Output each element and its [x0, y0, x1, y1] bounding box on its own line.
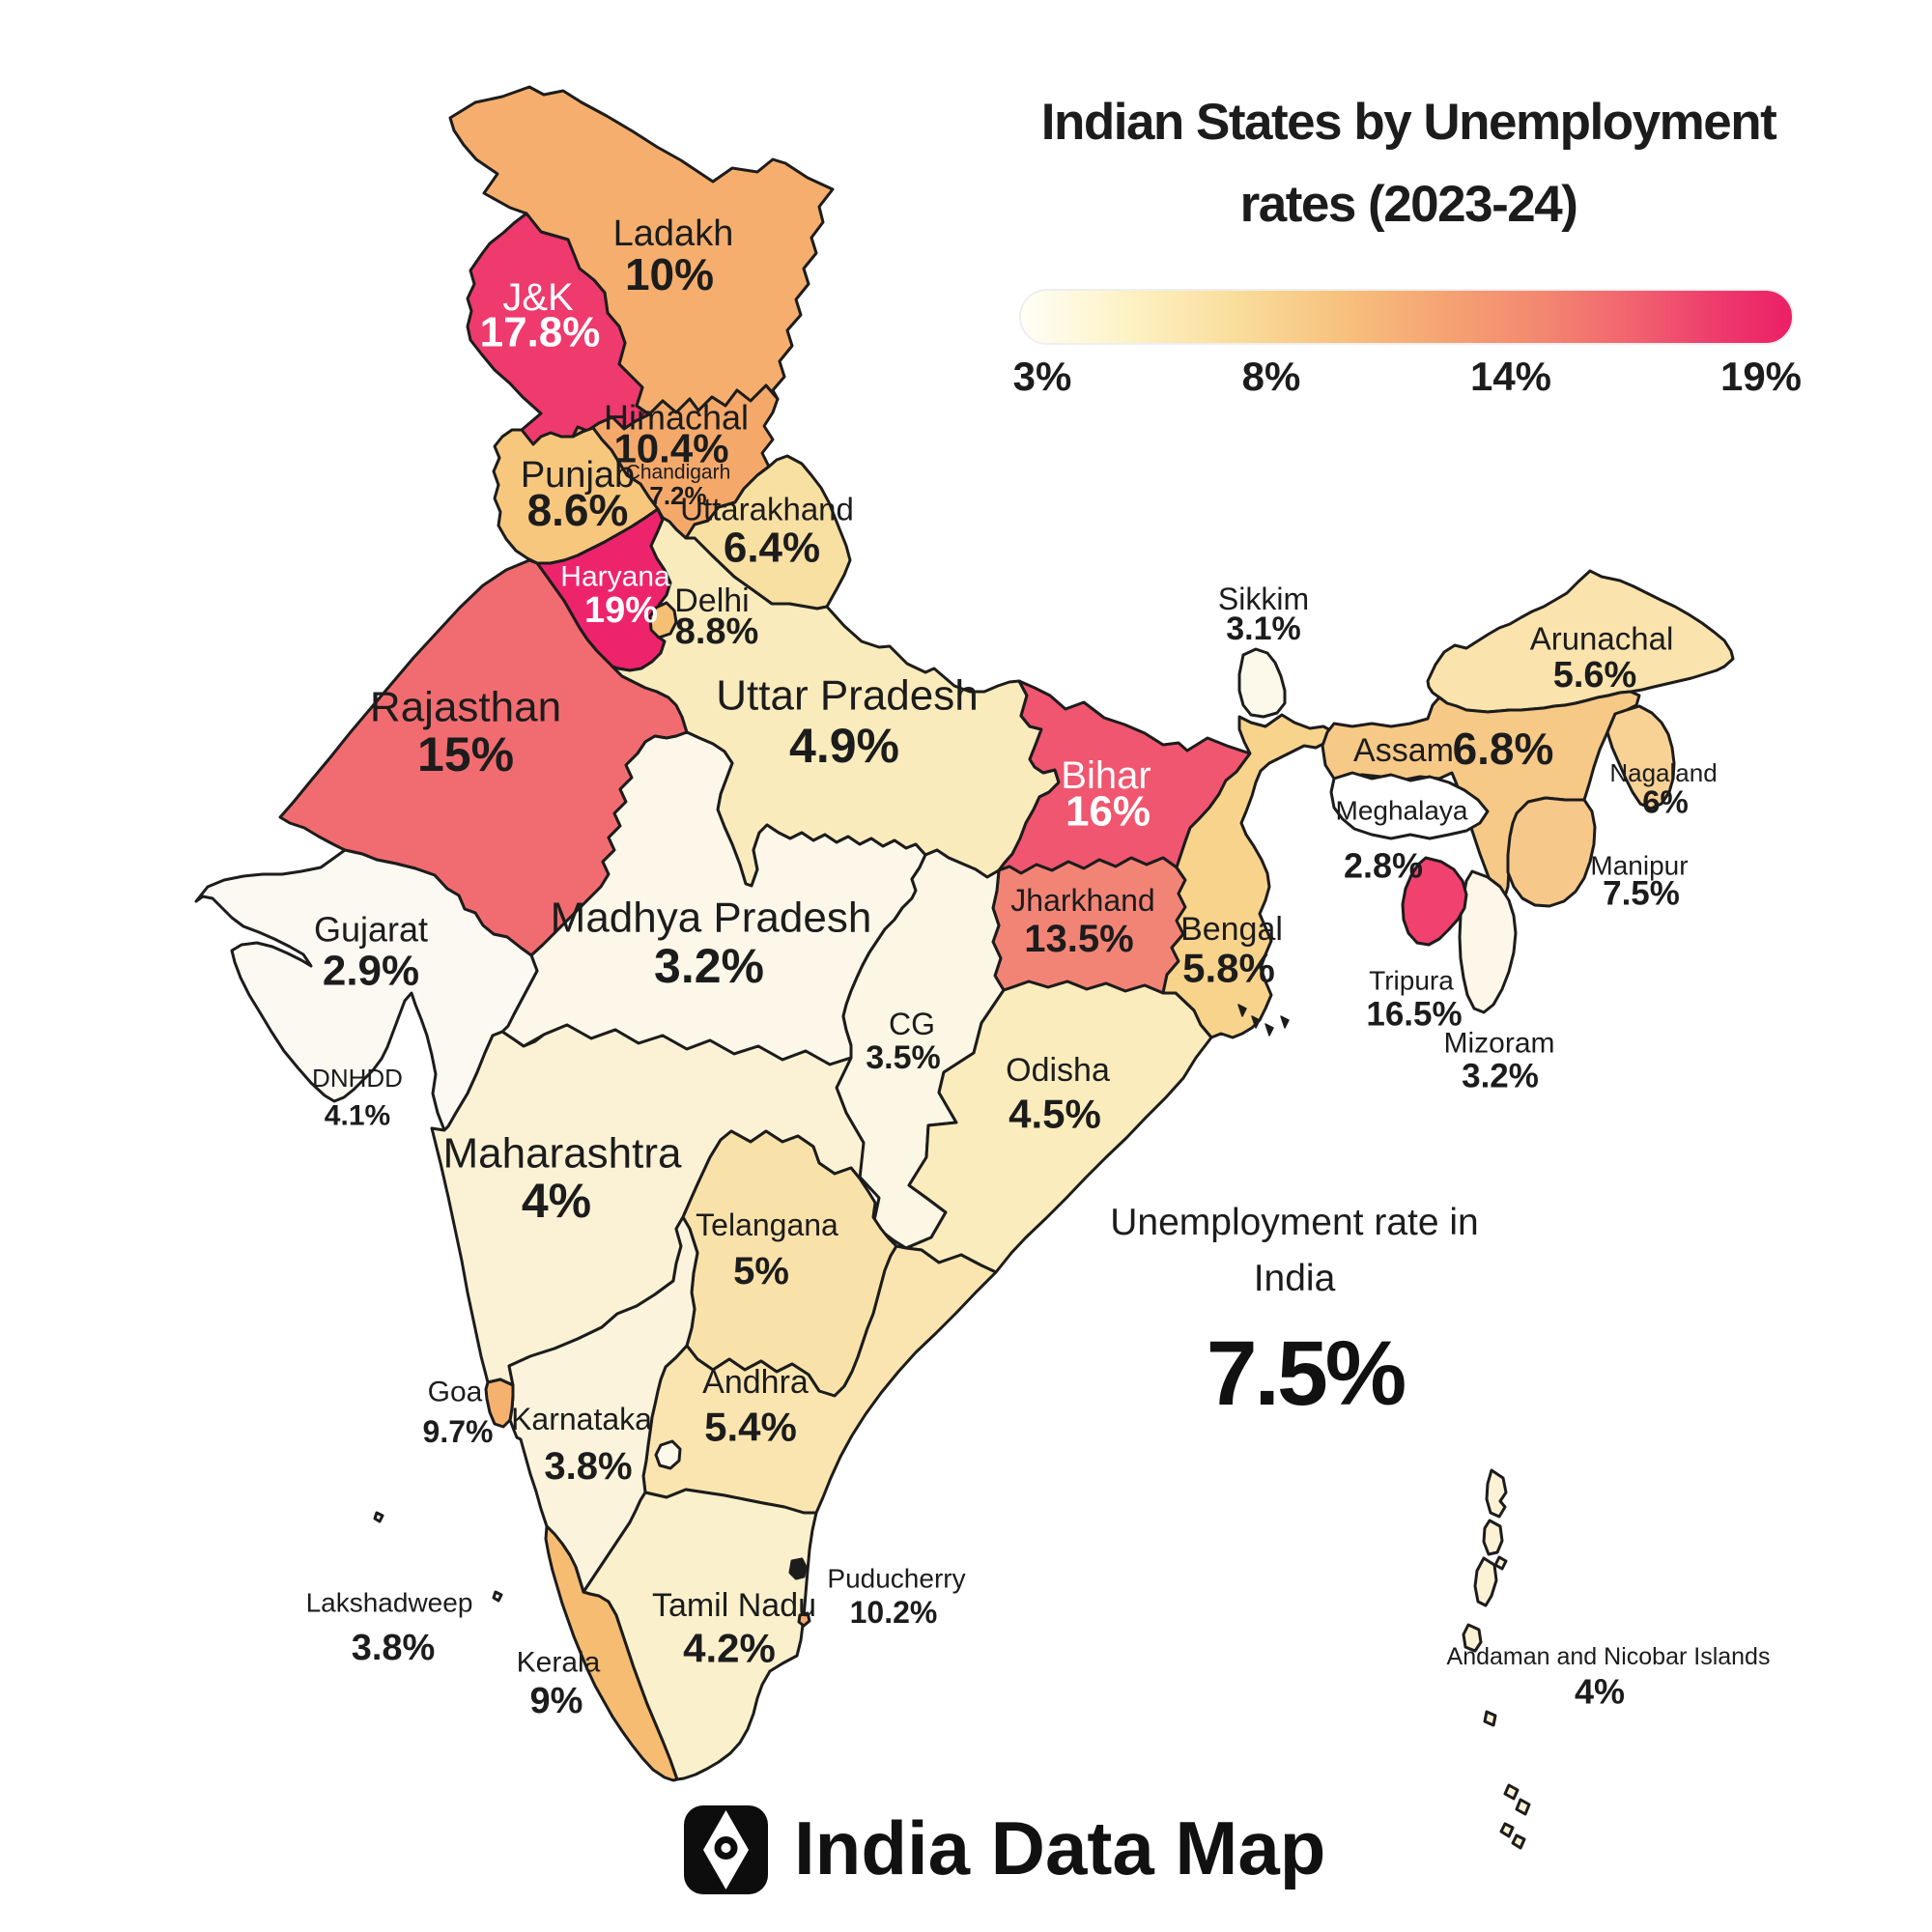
svg-text:13.5%: 13.5% — [1024, 918, 1133, 960]
svg-text:Puducherry: Puducherry — [827, 1564, 965, 1594]
svg-text:Arunachal: Arunachal — [1530, 621, 1674, 657]
svg-text:Mizoram: Mizoram — [1443, 1028, 1554, 1060]
svg-text:Punjab: Punjab — [521, 455, 635, 496]
svg-text:4.5%: 4.5% — [1009, 1092, 1101, 1137]
svg-text:2.8%: 2.8% — [1344, 846, 1423, 886]
svg-text:Kerala: Kerala — [517, 1647, 601, 1679]
svg-text:Assam: Assam — [1353, 732, 1454, 769]
svg-text:3.5%: 3.5% — [866, 1039, 941, 1076]
svg-text:Bengal: Bengal — [1180, 911, 1283, 948]
svg-text:7.2%: 7.2% — [649, 481, 706, 510]
svg-text:Bihar: Bihar — [1061, 754, 1151, 797]
svg-text:19%: 19% — [1720, 354, 1802, 399]
svg-text:10.4%: 10.4% — [613, 426, 728, 471]
svg-text:16%: 16% — [1065, 788, 1151, 836]
svg-text:5.6%: 5.6% — [1553, 655, 1637, 696]
svg-text:Manipur: Manipur — [1590, 851, 1688, 881]
svg-text:Chandigarh: Chandigarh — [626, 462, 731, 484]
svg-text:9.7%: 9.7% — [423, 1414, 494, 1449]
svg-text:Delhi: Delhi — [674, 582, 749, 619]
svg-text:15%: 15% — [417, 727, 514, 781]
svg-text:4%: 4% — [522, 1174, 591, 1228]
svg-text:Uttarakhand: Uttarakhand — [680, 492, 854, 527]
svg-text:Nagaland: Nagaland — [1609, 758, 1717, 787]
svg-text:3.1%: 3.1% — [1226, 611, 1301, 647]
svg-text:10.2%: 10.2% — [850, 1595, 938, 1630]
svg-text:19%: 19% — [584, 590, 658, 631]
svg-text:5.8%: 5.8% — [1182, 946, 1275, 991]
svg-text:3.8%: 3.8% — [544, 1445, 632, 1488]
svg-text:Tripura: Tripura — [1369, 966, 1454, 996]
svg-text:Goa: Goa — [428, 1377, 483, 1408]
svg-text:Rajasthan: Rajasthan — [370, 684, 561, 731]
svg-text:Telangana: Telangana — [696, 1208, 838, 1242]
svg-text:8.6%: 8.6% — [527, 485, 629, 535]
svg-text:3.2%: 3.2% — [654, 939, 764, 993]
svg-text:J&K: J&K — [502, 276, 574, 319]
svg-text:Ladakh: Ladakh — [613, 213, 734, 254]
svg-text:8.8%: 8.8% — [675, 611, 759, 652]
svg-text:8%: 8% — [1242, 354, 1301, 399]
svg-text:4%: 4% — [1575, 1672, 1625, 1712]
svg-text:Gujarat: Gujarat — [314, 910, 428, 950]
svg-text:4.2%: 4.2% — [683, 1626, 776, 1671]
svg-text:3.2%: 3.2% — [1462, 1058, 1539, 1095]
svg-text:4.9%: 4.9% — [789, 719, 899, 773]
svg-text:9%: 9% — [530, 1681, 583, 1721]
svg-text:Lakshadweep: Lakshadweep — [306, 1588, 473, 1618]
svg-text:16.5%: 16.5% — [1366, 996, 1462, 1034]
svg-text:Andaman and Nicobar Islands: Andaman and Nicobar Islands — [1447, 1643, 1771, 1670]
svg-text:5.4%: 5.4% — [704, 1405, 797, 1450]
svg-text:Tamil Nadu: Tamil Nadu — [652, 1587, 816, 1624]
svg-text:Karnataka: Karnataka — [511, 1402, 652, 1436]
svg-text:Haryana: Haryana — [560, 561, 670, 593]
svg-text:3.8%: 3.8% — [352, 1628, 436, 1668]
svg-text:Uttar Pradesh: Uttar Pradesh — [716, 672, 978, 720]
svg-text:17.8%: 17.8% — [480, 309, 601, 356]
svg-text:Meghalaya: Meghalaya — [1336, 796, 1468, 826]
svg-text:10%: 10% — [625, 249, 714, 299]
svg-text:DNHDD: DNHDD — [312, 1064, 403, 1093]
svg-text:6%: 6% — [1642, 784, 1689, 820]
svg-text:5%: 5% — [733, 1250, 789, 1293]
svg-text:7.5%: 7.5% — [1603, 875, 1680, 913]
svg-text:CG: CG — [889, 1007, 935, 1041]
svg-text:Himachal: Himachal — [604, 398, 749, 438]
svg-text:4.1%: 4.1% — [325, 1100, 390, 1132]
svg-text:6.8%: 6.8% — [1453, 724, 1554, 774]
svg-text:Jharkhand: Jharkhand — [1010, 883, 1154, 918]
svg-text:Odisha: Odisha — [1006, 1052, 1110, 1089]
svg-text:6.4%: 6.4% — [724, 525, 820, 572]
svg-text:Andhra: Andhra — [702, 1364, 809, 1401]
svg-text:2.9%: 2.9% — [323, 948, 419, 995]
svg-text:Sikkim: Sikkim — [1218, 582, 1309, 616]
svg-text:3%: 3% — [1013, 354, 1072, 399]
svg-text:Maharashtra: Maharashtra — [442, 1130, 682, 1178]
svg-text:Madhya Pradesh: Madhya Pradesh — [551, 895, 872, 942]
svg-text:14%: 14% — [1470, 354, 1551, 399]
